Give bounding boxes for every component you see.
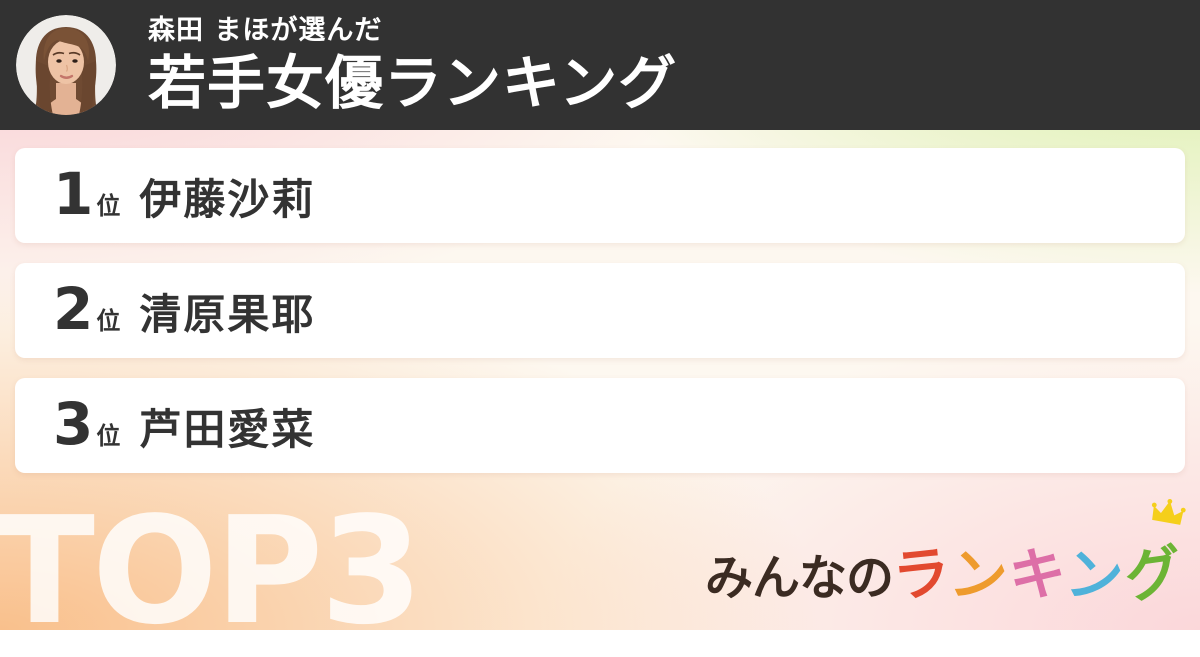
rank-number: 3 bbox=[53, 389, 94, 458]
logo-char: グ bbox=[1120, 538, 1187, 612]
rank-number: 1 bbox=[53, 159, 94, 228]
logo-char: キ bbox=[1006, 540, 1069, 610]
header-subtitle: 森田 まほが選んだ bbox=[148, 15, 383, 46]
top3-watermark: TOP3 bbox=[0, 485, 423, 657]
page-title: 若手女優ランキング bbox=[148, 49, 678, 117]
actress-name: 伊藤沙莉 bbox=[139, 174, 316, 224]
rank-suffix: 位 bbox=[96, 191, 121, 220]
rank-suffix: 位 bbox=[96, 421, 121, 450]
logo-char: ン bbox=[1062, 541, 1127, 613]
logo-char: ラ bbox=[889, 539, 954, 611]
actress-name: 清原果耶 bbox=[139, 289, 316, 339]
avatar-image bbox=[16, 15, 116, 115]
avatar bbox=[16, 15, 116, 115]
actress-name: 芦田愛菜 bbox=[139, 404, 316, 454]
logo-char: ン bbox=[946, 540, 1011, 614]
header: 森田 まほが選んだ 若手女優ランキング bbox=[0, 0, 1200, 130]
site-logo: みんなのランキング bbox=[704, 498, 1187, 614]
rank-suffix: 位 bbox=[96, 306, 121, 335]
crown-icon bbox=[1151, 498, 1186, 525]
logo-prefix: みんなの bbox=[704, 550, 894, 606]
rank-number: 2 bbox=[53, 274, 94, 343]
